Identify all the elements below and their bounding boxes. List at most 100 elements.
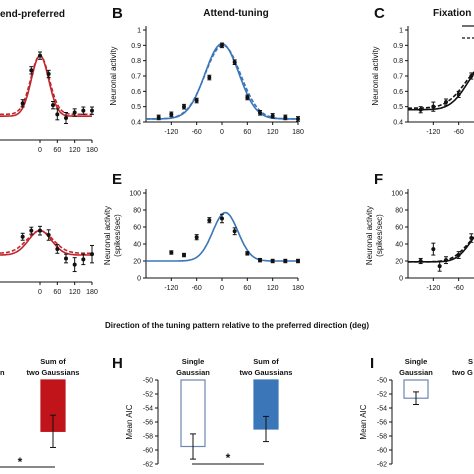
- x-tick-label: 180: [292, 285, 304, 292]
- data-point: [437, 264, 442, 269]
- data-point: [456, 92, 461, 97]
- y-axis-label: Neuronal activity: [371, 46, 380, 105]
- panel-label-h: H: [112, 355, 123, 372]
- x-tick-label: -60: [192, 129, 202, 136]
- chart-g-bar: [40, 379, 66, 448]
- y-tick-label: -52: [143, 392, 153, 399]
- y-tick-label: 0: [137, 276, 141, 283]
- fit-curve-solid: [0, 229, 92, 256]
- y-tick-label: 0.6: [131, 89, 141, 96]
- y-tick-label: 40: [395, 242, 403, 249]
- data-point: [64, 116, 68, 120]
- x-tick-label: 60: [243, 129, 251, 136]
- x-tick-label: -120: [426, 129, 440, 136]
- x-tick-label: 0: [38, 147, 42, 154]
- y-tick-label: 0.5: [393, 104, 403, 111]
- y-axis-label-unit: (spikes/sec): [375, 214, 384, 257]
- data-point: [72, 262, 77, 267]
- data-point: [431, 104, 436, 109]
- data-point: [29, 228, 34, 233]
- y-tick-label: -58: [377, 434, 387, 441]
- y-axis-label: Mean AIC: [359, 404, 368, 439]
- data-point: [194, 235, 199, 240]
- x-tick-label: 0: [220, 129, 224, 136]
- x-tick-label: 60: [53, 289, 61, 296]
- x-tick-label: 60: [243, 285, 251, 292]
- y-tick-label: -54: [143, 406, 153, 413]
- title-fixation: Fixation: [433, 8, 471, 19]
- x-tick-label: 0: [38, 289, 42, 296]
- title-attend-preferred: end-preferred: [0, 9, 65, 20]
- fit-curve-dashed: [408, 236, 474, 263]
- chart-a-top: 0 60 120 180: [0, 51, 98, 154]
- y-tick-label: 0.4: [131, 120, 141, 127]
- data-point: [258, 110, 262, 115]
- data-point: [431, 247, 436, 252]
- panel-label-i: I: [370, 355, 374, 372]
- y-tick-label: 0.8: [393, 58, 403, 65]
- h-significance-star: *: [226, 451, 231, 465]
- y-tick-label: 100: [129, 191, 141, 198]
- i-category-single-line1: Single: [405, 357, 428, 366]
- i-category-sum-line2: two G: [452, 368, 473, 377]
- data-point: [169, 250, 174, 255]
- y-tick-label: 20: [395, 259, 403, 266]
- y-tick-label: -58: [143, 434, 153, 441]
- y-axis-label: Neuronal activity: [365, 206, 374, 265]
- chart-e-bottom: -120 -60 0 60 120 180 0 20 40 60 80 100 Neuronal act…: [103, 189, 304, 292]
- fit-curve-solid: [408, 236, 474, 263]
- data-point: [81, 108, 86, 113]
- x-tick-label: 120: [267, 129, 279, 136]
- data-point: [55, 246, 60, 251]
- x-tick-label: -60: [192, 285, 202, 292]
- chart-b-top: -120 -60 0 60 120 180 0.4 0.5 0.6 0.7 0.8 0.9 1 Neuro…: [109, 26, 304, 136]
- panel-label-f: F: [374, 171, 383, 188]
- g-category-sum-line2: two Gaussians: [27, 368, 80, 377]
- y-tick-label: -62: [143, 462, 153, 469]
- data-point: [207, 75, 212, 80]
- data-point: [220, 216, 224, 221]
- y-tick-label: 0.7: [131, 74, 141, 81]
- x-tick-label: -120: [426, 285, 440, 292]
- data-point: [232, 60, 237, 65]
- chart-d-bottom: 0 60 120 180: [0, 225, 98, 296]
- y-tick-label: 0.8: [131, 58, 141, 65]
- panel-label-c: C: [374, 5, 385, 22]
- data-point: [444, 100, 448, 105]
- x-tick-label: 120: [267, 285, 279, 292]
- y-tick-label: 0.9: [393, 43, 403, 50]
- x-tick-label: 60: [53, 147, 61, 154]
- x-tick-label: 0: [220, 285, 224, 292]
- x-tick-label: -60: [454, 285, 464, 292]
- y-tick-label: 1: [137, 28, 141, 35]
- y-tick-label: -50: [377, 378, 387, 385]
- y-tick-label: -52: [377, 392, 387, 399]
- x-tick-label: 120: [69, 289, 81, 296]
- y-axis-label: Mean AIC: [125, 404, 134, 439]
- panel-label-e: E: [112, 171, 122, 188]
- data-point: [207, 218, 212, 223]
- x-tick-label: -60: [454, 129, 464, 136]
- y-tick-label: 0.5: [131, 104, 141, 111]
- y-tick-label: 20: [133, 259, 141, 266]
- panel-label-b: B: [112, 5, 123, 22]
- y-tick-label: 40: [133, 242, 141, 249]
- y-tick-label: -62: [377, 462, 387, 469]
- y-tick-label: 1: [399, 28, 403, 35]
- chart-f-bottom: -120 -60 0 20 40 60 80 100 Neuronal activity (spi…: [365, 189, 474, 292]
- chart-c-top: -120 -60 0.4 0.5 0.6 0.7 0.8 0.9 1 Neuronal activ…: [371, 26, 474, 136]
- y-tick-label: 0: [399, 276, 403, 283]
- fit-curve-solid: [408, 72, 474, 111]
- y-axis-label: Neuronal activity: [103, 206, 112, 265]
- data-point: [38, 228, 42, 233]
- data-point: [283, 115, 288, 120]
- g-category-sum-line1: Sum of: [40, 357, 66, 366]
- data-point: [469, 236, 474, 241]
- data-point: [169, 112, 174, 117]
- data-point: [81, 257, 86, 262]
- data-point: [270, 113, 275, 118]
- data-point: [90, 108, 94, 113]
- y-tick-label: 60: [395, 225, 403, 232]
- data-point: [46, 72, 51, 76]
